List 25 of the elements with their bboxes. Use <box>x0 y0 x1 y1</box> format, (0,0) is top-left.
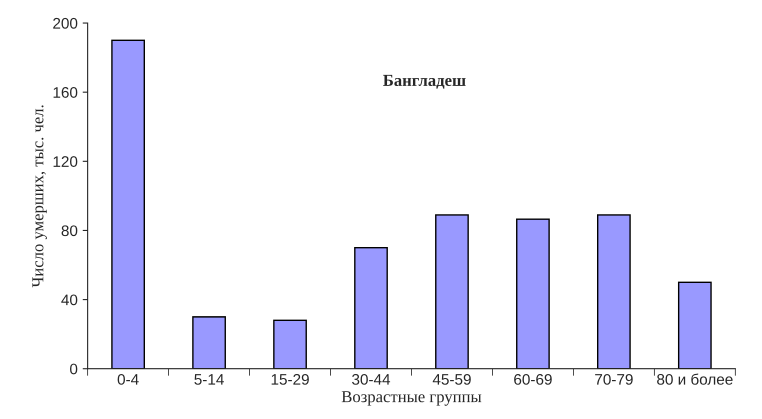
bar <box>678 282 712 369</box>
bar <box>111 40 145 369</box>
y-tick-label: 80 <box>62 225 78 236</box>
y-tick-label: 160 <box>54 87 78 98</box>
y-tick-label: 40 <box>61 294 78 306</box>
x-axis-title: Возрастные группы <box>342 391 482 406</box>
x-tick-label: 5-14 <box>194 374 224 385</box>
bar <box>597 214 631 369</box>
bar <box>354 247 388 369</box>
bar <box>273 320 307 369</box>
x-tick-label: 60-69 <box>514 374 552 385</box>
y-axis-title: Число умерших, тыс. чел. <box>32 105 47 288</box>
y-tick-label: 0 <box>70 364 78 374</box>
bar <box>192 316 226 369</box>
text: Бангладеш <box>383 74 466 89</box>
x-tick-label: 15-29 <box>272 374 309 385</box>
x-tick-label: 45-59 <box>432 374 471 385</box>
x-tick-label: 80 и более <box>657 373 733 385</box>
y-tick-label: 120 <box>54 156 78 167</box>
x-tick-label: 0-4 <box>118 374 139 385</box>
bar <box>435 214 469 369</box>
x-tick-label: 70-79 <box>595 374 633 385</box>
bar <box>516 218 550 369</box>
x-tick-label: 30-44 <box>352 374 390 385</box>
y-tick-label: 200 <box>53 18 78 29</box>
